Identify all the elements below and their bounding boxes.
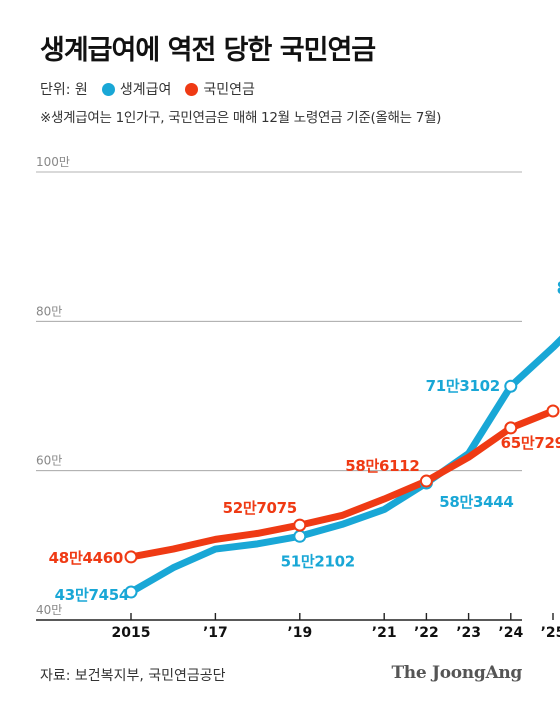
series-line-living-allowance: [127, 335, 560, 596]
data-label-national-pension: 65만7295: [501, 434, 560, 452]
data-point-national-pension: [419, 474, 433, 488]
x-tick-label: ’19: [287, 625, 312, 641]
y-tick-label: 100만: [36, 155, 70, 169]
x-tick-label: ’17: [203, 625, 228, 641]
data-point-living-allowance: [124, 585, 138, 599]
legend-label-national-pension: 국민연금: [203, 82, 255, 98]
data-label-national-pension: 52만7075: [223, 499, 297, 517]
legend-dot-living-allowance: [101, 82, 115, 96]
x-tick-label: ’21: [372, 625, 397, 641]
data-point-living-allowance: [504, 379, 518, 393]
x-tick-label: ’22: [414, 625, 439, 641]
line-chart: 40만60만80만100만2015’17’19’21’22’23’24’25’2…: [36, 155, 560, 641]
data-point-national-pension: [504, 421, 518, 435]
unit-label: 단위: 원: [40, 82, 88, 98]
x-tick-label: 2015: [112, 625, 151, 641]
legend: 단위: 원 생계급여 국민연금: [40, 79, 255, 99]
data-label-living-allowance: 43만7454: [55, 586, 129, 604]
chart-title: 생계급여에 역전 당한 국민연금: [40, 35, 376, 66]
data-label-living-allowance: 51만2102: [281, 552, 355, 570]
data-label-living-allowance: 71만3102: [426, 377, 500, 395]
y-tick-label: 40만: [36, 603, 62, 617]
data-label-national-pension: 48만4460: [49, 549, 123, 567]
x-tick-label: ’25: [541, 625, 560, 641]
brand-logo: The JoongAng: [391, 663, 522, 683]
data-label-living-allowance: 58만3444: [439, 493, 513, 511]
x-tick-label: ’24: [498, 625, 523, 641]
series-line-national-pension: [127, 407, 557, 561]
data-label-living-allowance: 82만556: [557, 278, 560, 299]
source-text: 자료: 보건복지부, 국민연금공단: [40, 668, 226, 684]
data-point-living-allowance: [293, 529, 307, 543]
y-tick-label: 80만: [36, 304, 62, 318]
data-point-national-pension: [124, 550, 138, 564]
footnote: ※생계급여는 1인가구, 국민연금은 매해 12월 노령연금 기준(올해는 7월…: [40, 110, 442, 126]
legend-label-living-allowance: 생계급여: [119, 82, 172, 98]
legend-dot-national-pension: [185, 82, 199, 96]
x-tick-label: ’23: [456, 625, 481, 641]
data-point-national-pension: [293, 518, 307, 532]
y-tick-label: 60만: [36, 454, 62, 468]
data-label-national-pension: 58만6112: [345, 457, 419, 475]
data-point-national-pension: [546, 404, 560, 418]
